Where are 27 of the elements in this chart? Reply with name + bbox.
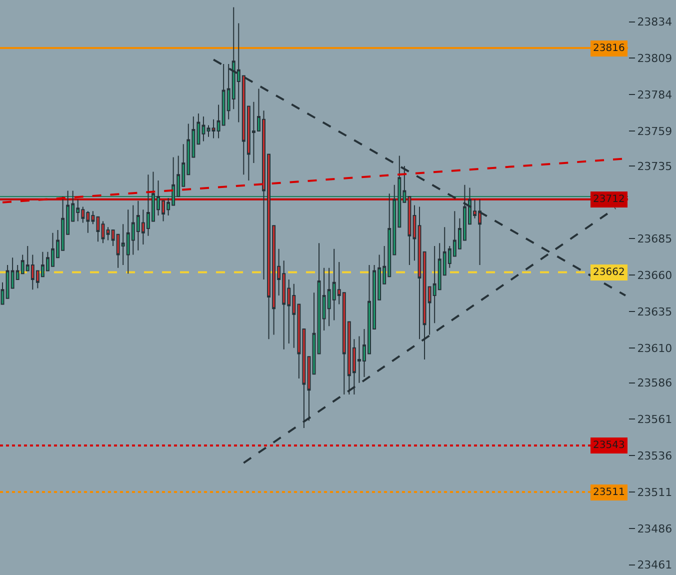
ref-line-label: 23543 <box>593 440 625 451</box>
y-tick-label: 23561 <box>637 413 672 426</box>
candlestick <box>101 220 105 244</box>
y-tick-label: 23511 <box>637 486 672 499</box>
candlestick <box>307 356 311 422</box>
ref-line-label: 23712 <box>593 194 625 205</box>
y-tick-label: 23461 <box>637 558 672 572</box>
ref-line-label: 23662 <box>593 267 625 278</box>
y-tick-label: 23834 <box>637 16 672 29</box>
y-tick-label: 23610 <box>637 342 672 355</box>
candlestick <box>206 124 210 138</box>
candlestick <box>418 206 422 340</box>
y-tick-label: 23784 <box>637 88 672 102</box>
y-tick-label: 23735 <box>637 160 672 173</box>
y-tick-label: 23759 <box>637 124 672 138</box>
candlestick <box>0 282 4 305</box>
y-tick-label: 23486 <box>637 522 672 536</box>
y-tick-label: 23660 <box>637 268 672 282</box>
y-tick-label: 23809 <box>637 52 672 66</box>
ref-line-label: 23511 <box>593 487 625 498</box>
y-tick-label: 23635 <box>637 305 672 318</box>
y-tick-label: 23536 <box>637 449 672 462</box>
candlestick <box>312 292 316 375</box>
candlestick <box>412 204 416 262</box>
ref-line-label: 23816 <box>593 43 625 54</box>
y-tick-label: 23586 <box>637 376 672 390</box>
y-tick-label: 23685 <box>637 232 672 246</box>
